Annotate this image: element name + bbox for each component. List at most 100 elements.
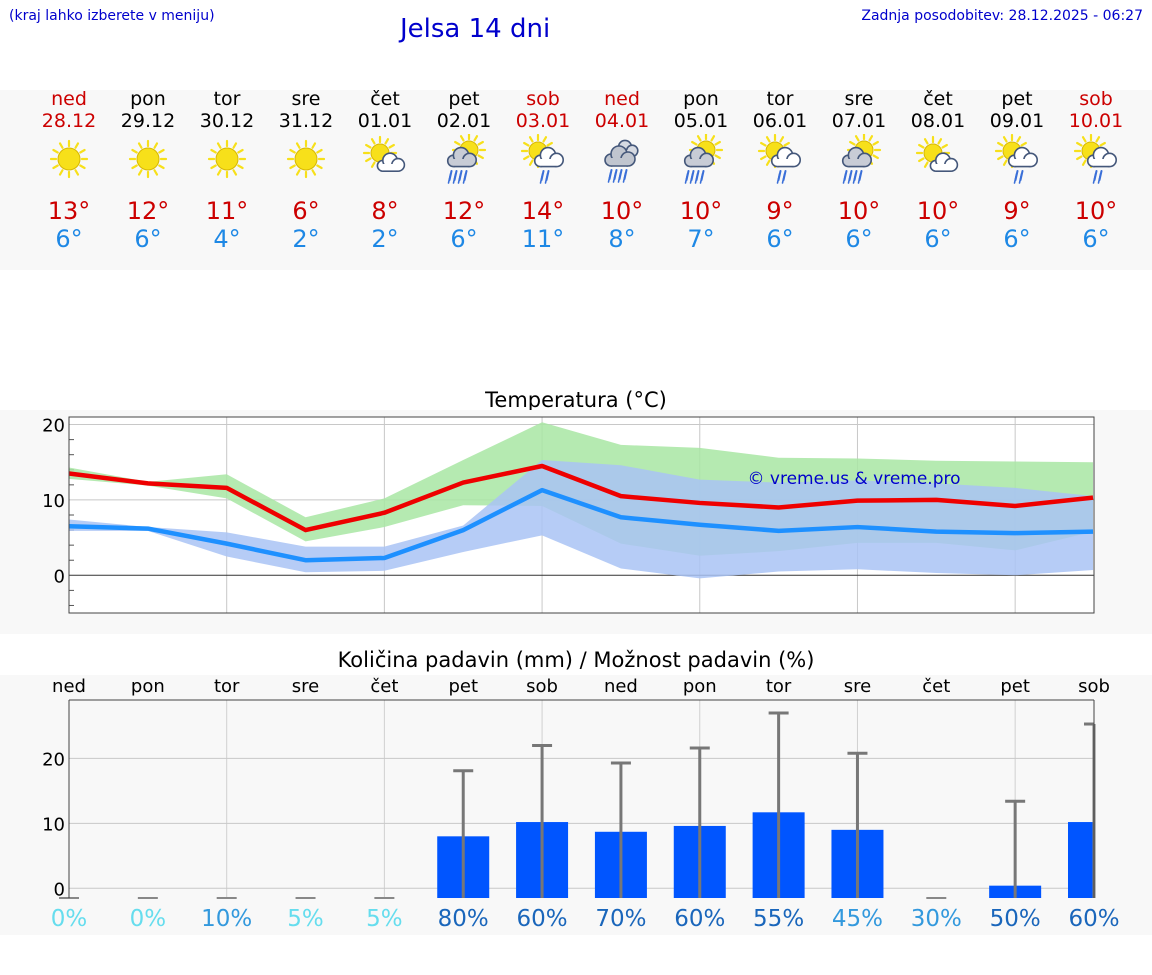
sun-cloud-icon <box>362 135 406 173</box>
day-name: čet <box>370 88 400 110</box>
day-date: 01.01 <box>357 110 413 132</box>
y-tick-label: 0 <box>54 566 65 587</box>
precipitation-probability: 60% <box>674 906 725 932</box>
y-tick-label: 10 <box>42 491 65 512</box>
rain-shape <box>1092 170 1103 184</box>
day-name: pet <box>1001 88 1033 110</box>
low-temperature: 2° <box>371 225 399 253</box>
last-updated: Zadnja posodobitev: 28.12.2025 - 06:27 <box>861 8 1143 24</box>
sun-cloud-rain-icon <box>520 134 564 184</box>
y-tick-label: 20 <box>42 749 65 770</box>
precipitation-probability: 0% <box>130 906 167 932</box>
day-date: 06.01 <box>752 110 808 132</box>
menu-note: (kraj lahko izberete v meniju) <box>9 8 215 24</box>
day-name: sob <box>526 88 560 110</box>
low-temperature: 11° <box>521 225 565 253</box>
day-column: čet 08.01 <box>898 88 978 132</box>
precipitation-probability: 5% <box>366 906 403 932</box>
sun-cloud-icon <box>915 135 959 173</box>
day-name: sre <box>844 88 874 110</box>
temperature-line-min <box>68 487 1094 563</box>
high-temperature: 12° <box>442 197 486 225</box>
high-temperature: 9° <box>1003 197 1031 225</box>
sun-shape <box>128 139 168 179</box>
category-label: sob <box>1078 676 1110 697</box>
cloud-shape <box>683 146 714 168</box>
rain-shape <box>776 170 787 184</box>
day-column: čet 01.01 <box>345 88 425 132</box>
category-label: pon <box>683 676 717 697</box>
day-name: tor <box>213 88 241 110</box>
page-title: Jelsa 14 dni <box>400 14 551 44</box>
day-date: 09.01 <box>989 110 1045 132</box>
day-date: 10.01 <box>1068 110 1124 132</box>
category-label: pet <box>1000 676 1030 697</box>
precipitation-probability: 5% <box>287 906 324 932</box>
sun-cloud-heavy-rain-icon <box>446 134 487 184</box>
day-name: sob <box>1079 88 1113 110</box>
forecast-band <box>0 90 1152 270</box>
low-temperature: 7° <box>687 225 715 253</box>
sun-icon <box>49 139 89 179</box>
low-temperature: 6° <box>450 225 478 253</box>
low-temperature: 6° <box>55 225 83 253</box>
high-temperature: 9° <box>766 197 794 225</box>
temperature-line-max <box>68 463 1094 533</box>
precipitation-probability: 30% <box>911 906 962 932</box>
day-date: 05.01 <box>673 110 729 132</box>
range-band-min-range <box>69 459 1093 579</box>
category-label: sre <box>844 676 871 697</box>
category-label: sob <box>526 676 558 697</box>
rain-shape <box>842 170 863 184</box>
day-name: tor <box>766 88 794 110</box>
high-temperature: 10° <box>1074 197 1118 225</box>
high-temperature: 11° <box>205 197 249 225</box>
cloud-shape <box>376 152 406 173</box>
day-date: 30.12 <box>199 110 255 132</box>
rain-shape <box>539 170 550 184</box>
day-date: 03.01 <box>515 110 571 132</box>
low-temperature: 6° <box>134 225 162 253</box>
precipitation-chart-title: Količina padavin (mm) / Možnost padavin … <box>337 648 815 672</box>
day-column: sre 07.01 <box>819 88 899 132</box>
sun-icon <box>286 139 326 179</box>
day-column: sob 10.01 <box>1056 88 1136 132</box>
precipitation-bar <box>1068 822 1094 898</box>
plot-frame <box>68 416 1095 614</box>
rain-shape <box>1013 170 1024 184</box>
low-temperature: 6° <box>845 225 873 253</box>
y-tick-label: 10 <box>42 814 65 835</box>
category-label: pon <box>131 676 165 697</box>
category-label: ned <box>52 676 86 697</box>
low-temperature: 6° <box>766 225 794 253</box>
rain-shape <box>447 170 468 184</box>
day-column: sob 03.01 <box>503 88 583 132</box>
category-label: čet <box>370 676 398 697</box>
sun-icon <box>128 139 168 179</box>
rain-shape <box>607 169 628 183</box>
category-label: tor <box>214 676 240 697</box>
sun-cloud-heavy-rain-icon <box>683 134 724 184</box>
day-name: ned <box>51 88 87 110</box>
high-temperature: 10° <box>837 197 881 225</box>
cloud-shape <box>929 152 959 173</box>
category-label: ned <box>604 676 638 697</box>
high-temperature: 10° <box>916 197 960 225</box>
day-date: 28.12 <box>41 110 97 132</box>
sun-cloud-heavy-rain-icon <box>841 134 882 184</box>
sun-shape <box>207 139 247 179</box>
day-name: pet <box>448 88 480 110</box>
day-name: ned <box>604 88 640 110</box>
high-temperature: 10° <box>600 197 644 225</box>
low-temperature: 8° <box>608 225 636 253</box>
day-column: pon 29.12 <box>108 88 188 132</box>
day-date: 07.01 <box>831 110 887 132</box>
y-tick-label: 0 <box>54 879 65 900</box>
cloud-shape <box>770 146 801 168</box>
high-temperature: 12° <box>126 197 170 225</box>
low-temperature: 6° <box>1003 225 1031 253</box>
cloud-shape <box>604 145 636 167</box>
sun-cloud-rain-icon <box>994 134 1038 184</box>
precipitation-probability: 60% <box>1068 906 1119 932</box>
precipitation-probability: 0% <box>51 906 88 932</box>
